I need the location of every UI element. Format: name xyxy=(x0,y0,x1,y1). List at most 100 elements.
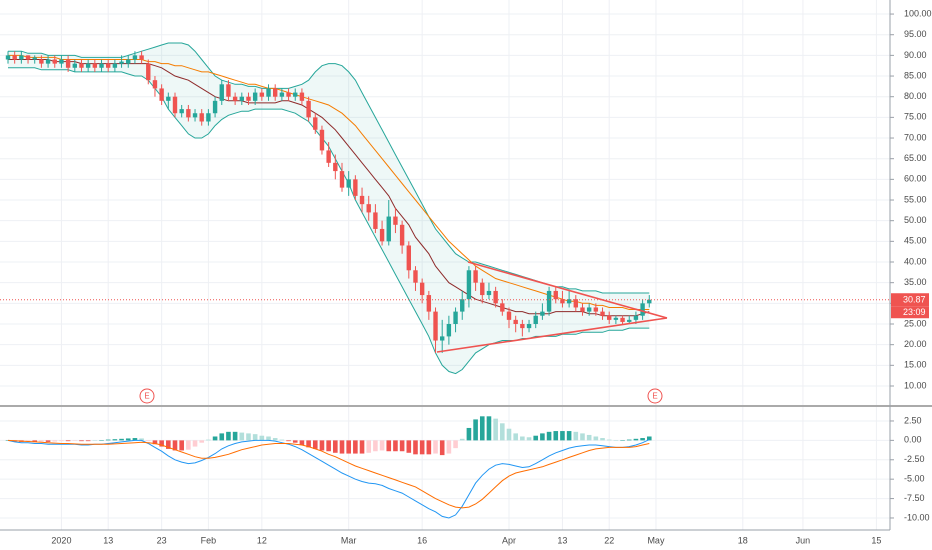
candle-body xyxy=(393,216,398,225)
histogram-bar xyxy=(526,437,532,441)
x-tick-label: 13 xyxy=(103,535,113,545)
histogram-bar xyxy=(145,440,151,442)
candle-body xyxy=(286,92,291,97)
candle-body xyxy=(366,204,371,213)
histogram-bar xyxy=(359,440,365,454)
event-circle xyxy=(139,388,155,404)
y-tick-label: -10.00 xyxy=(904,512,930,522)
candle-body xyxy=(647,299,652,304)
histogram-bar xyxy=(45,440,51,442)
candle-body xyxy=(526,324,532,329)
event-marker[interactable]: E xyxy=(139,388,155,404)
candle-body xyxy=(25,55,31,60)
histogram-bar xyxy=(493,418,498,441)
y-tick-label: 65.00 xyxy=(904,153,927,163)
histogram-bar xyxy=(339,440,345,454)
y-tick-label: 90.00 xyxy=(904,50,927,60)
candle-body xyxy=(132,55,138,60)
x-tick-label: May xyxy=(647,535,665,545)
histogram-bar xyxy=(486,416,492,441)
candle-body xyxy=(273,88,278,97)
y-tick-label: 15.00 xyxy=(904,360,927,370)
histogram-bar xyxy=(25,440,31,442)
histogram-bar xyxy=(520,436,525,441)
candle-body xyxy=(179,109,184,114)
histogram-bar xyxy=(72,440,78,441)
candle-body xyxy=(379,228,385,242)
histogram-bar xyxy=(406,440,412,453)
candle-body xyxy=(39,59,44,64)
histogram-bar xyxy=(553,431,559,441)
y-tick-label: 10.00 xyxy=(904,380,927,390)
y-tick-label: 60.00 xyxy=(904,174,927,184)
candle-body xyxy=(279,92,285,97)
plot xyxy=(0,42,890,519)
candle-body xyxy=(333,162,338,172)
candle-body xyxy=(593,307,599,312)
event-label: E xyxy=(144,392,149,401)
y-tick-label: 80.00 xyxy=(904,91,927,101)
histogram-bar xyxy=(540,433,545,441)
candle-body xyxy=(600,311,605,316)
x-tick-label: Apr xyxy=(502,535,516,545)
histogram-bar xyxy=(206,439,211,441)
x-tick-label: 15 xyxy=(871,535,881,545)
trendline xyxy=(436,317,668,353)
histogram-bar xyxy=(606,439,612,441)
event-marker[interactable]: E xyxy=(647,388,663,404)
candle-body xyxy=(399,224,405,246)
histogram-bar xyxy=(186,440,191,450)
histogram-bar xyxy=(446,440,452,454)
candle-body xyxy=(65,59,71,68)
histogram-bar xyxy=(353,440,358,454)
candle-body xyxy=(613,317,619,320)
candle-body xyxy=(192,113,198,118)
candle-body xyxy=(433,311,438,341)
x-tick-label: 16 xyxy=(417,535,427,545)
histogram-bar xyxy=(119,438,124,441)
histogram-bar xyxy=(39,440,44,442)
candle-body xyxy=(500,303,505,312)
candle-body xyxy=(419,282,425,296)
candle-body xyxy=(506,311,512,320)
macd-line xyxy=(7,439,650,519)
histogram-bar xyxy=(319,440,325,451)
candle-body xyxy=(252,92,258,101)
moving-average xyxy=(8,54,650,310)
candle-body xyxy=(326,150,331,163)
candle-body xyxy=(293,92,298,97)
histogram-bar xyxy=(299,440,305,446)
candle-body xyxy=(633,315,639,320)
histogram-bar xyxy=(500,423,505,441)
histogram-bar xyxy=(560,431,565,441)
histogram-bar xyxy=(426,440,432,455)
event-circle xyxy=(647,388,663,404)
histogram-bar xyxy=(386,440,392,452)
countdown-tag xyxy=(891,306,929,319)
candle-body xyxy=(533,315,538,324)
candle-body xyxy=(406,245,411,271)
candle-body xyxy=(540,311,545,316)
histogram-bar xyxy=(152,440,158,445)
histogram-bar xyxy=(306,440,311,448)
candle-body xyxy=(466,270,472,300)
trendline xyxy=(467,261,668,319)
x-tick-label: Jun xyxy=(796,535,811,545)
candle-body xyxy=(152,80,158,89)
candle-body xyxy=(446,324,452,337)
candle-body xyxy=(119,61,124,64)
histogram-bar xyxy=(626,439,632,441)
candle-body xyxy=(206,113,211,122)
histogram-bar xyxy=(633,438,639,441)
histogram-bar xyxy=(586,434,592,441)
histogram-bar xyxy=(312,440,318,449)
candle-body xyxy=(139,55,144,60)
candle-body xyxy=(72,63,77,68)
candle-body xyxy=(5,55,11,60)
y-tick-label: 20.00 xyxy=(904,339,927,349)
candle-body xyxy=(627,319,632,322)
y-tick-label: 55.00 xyxy=(904,194,927,204)
histogram-bar xyxy=(513,433,518,441)
histogram-bar xyxy=(419,440,425,455)
histogram-bar xyxy=(580,433,585,441)
